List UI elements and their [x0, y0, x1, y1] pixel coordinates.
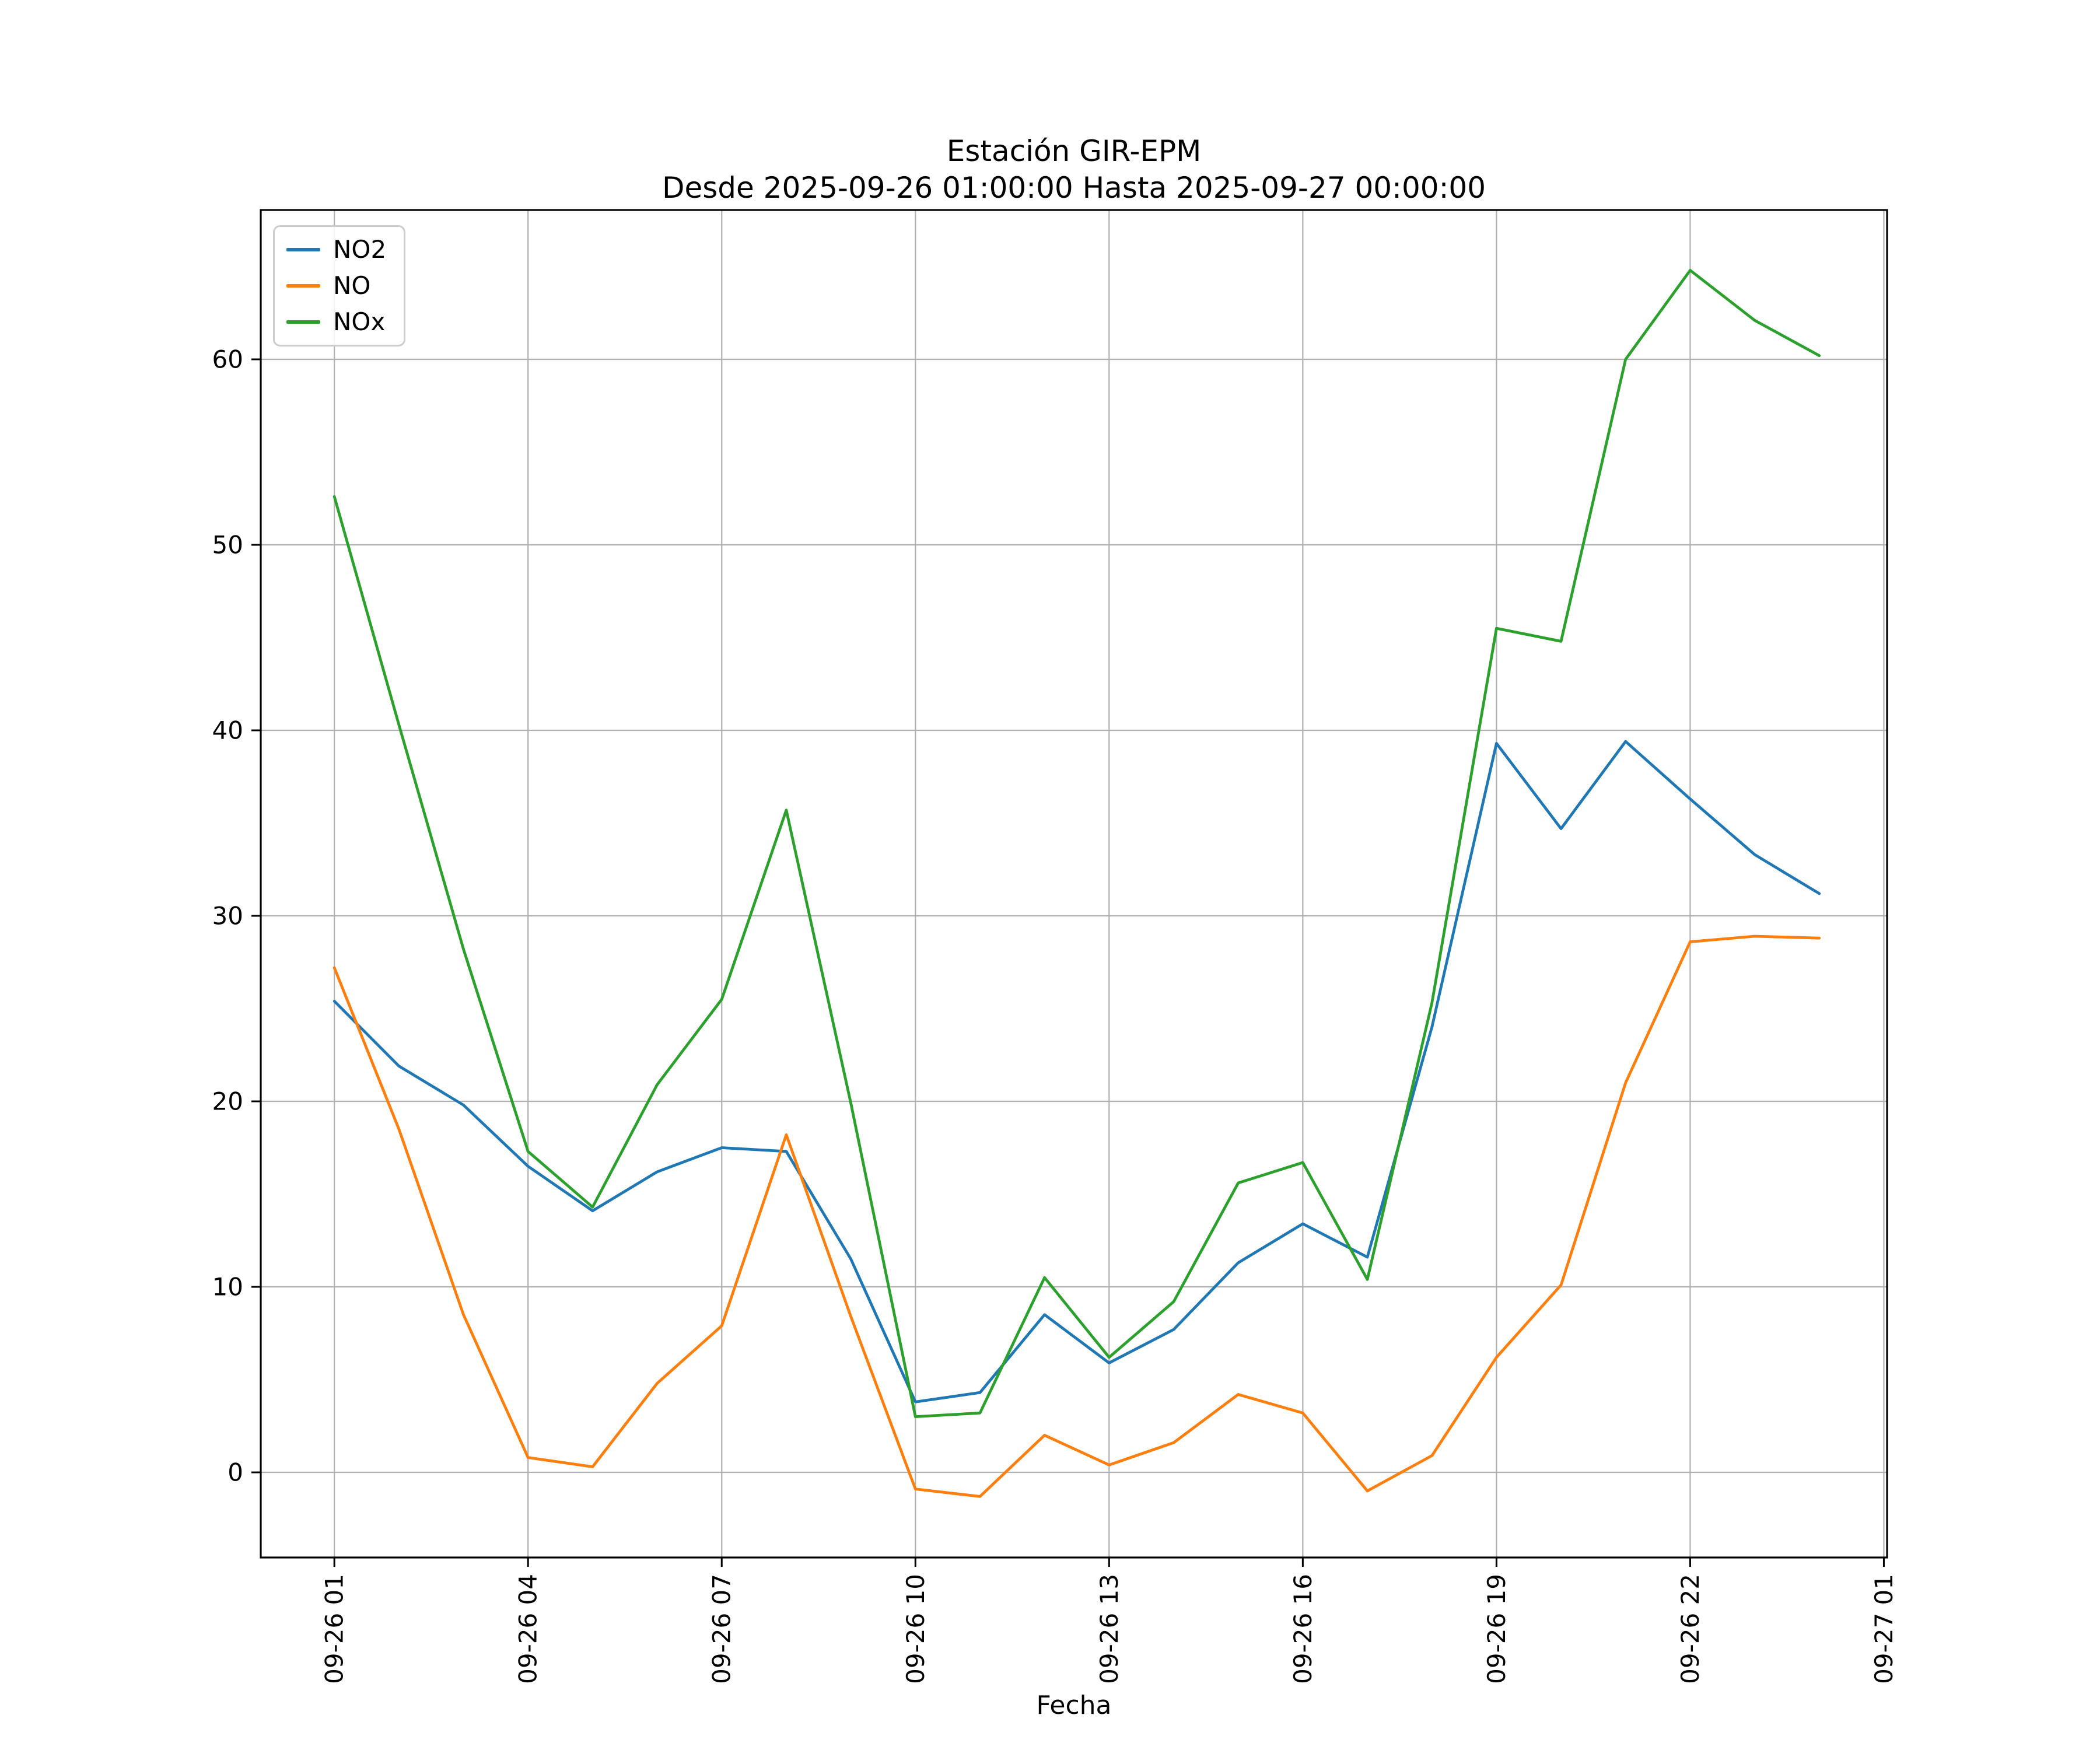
y-tick-label: 40	[212, 716, 243, 745]
legend: NO2 NO NOx	[273, 225, 406, 346]
legend-swatch-nox	[286, 320, 320, 324]
chart-title-block: Estación GIR-EPM Desde 2025-09-26 01:00:…	[261, 133, 1887, 206]
chart-subtitle: Desde 2025-09-26 01:00:00 Hasta 2025-09-…	[662, 171, 1486, 205]
y-tick-label: 10	[212, 1273, 243, 1301]
x-tick-label: 09-26 07	[708, 1574, 736, 1684]
x-tick-label: 09-26 04	[514, 1574, 542, 1684]
y-tick-label: 50	[212, 531, 243, 559]
legend-swatch-no2	[286, 248, 320, 251]
legend-label-nox: NOx	[333, 307, 386, 336]
legend-label-no: NO	[333, 271, 371, 300]
x-tick-label: 09-26 19	[1482, 1574, 1511, 1684]
legend-label-no2: NO2	[333, 235, 387, 264]
y-tick-label: 60	[212, 345, 243, 373]
x-tick-label: 09-27 01	[1870, 1574, 1898, 1684]
x-tick-label: 09-26 22	[1676, 1574, 1704, 1684]
chart-line-nox	[332, 268, 1821, 1419]
y-tick-label: 20	[212, 1087, 243, 1116]
x-tick-label: 09-26 16	[1289, 1574, 1317, 1684]
y-tick-label: 0	[228, 1458, 243, 1487]
legend-item-nox: NOx	[286, 310, 386, 334]
legend-item-no: NO	[286, 274, 386, 298]
x-axis-label: Fecha	[1036, 1690, 1112, 1720]
x-tick-label: 09-26 01	[320, 1574, 349, 1684]
plot-border	[260, 209, 1888, 1559]
legend-item-no2: NO2	[286, 237, 386, 262]
chart-line-no	[332, 935, 1821, 1498]
chart-title: Estación GIR-EPM	[946, 134, 1202, 168]
x-tick-label: 09-26 10	[901, 1574, 930, 1684]
legend-swatch-no	[286, 284, 320, 288]
chart-line-no2	[332, 740, 1821, 1404]
y-tick-label: 30	[212, 902, 243, 930]
x-tick-label: 09-26 13	[1095, 1574, 1124, 1684]
